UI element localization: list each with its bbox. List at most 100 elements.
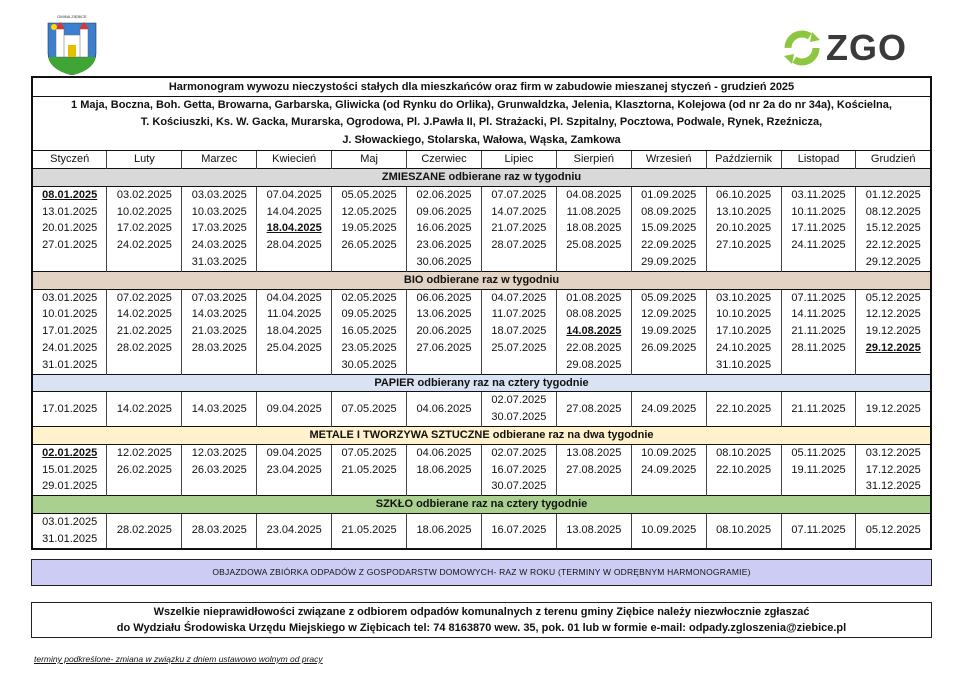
streets: 1 Maja, Boczna, Boh. Getta, Browarna, Ga… (31, 95, 932, 152)
date: 07.05.2025 (341, 446, 397, 459)
date: 19.12.2025 (865, 325, 921, 338)
date: 27.01.2025 (42, 239, 98, 252)
date: 18.07.2025 (491, 325, 547, 338)
date: 12.02.2025 (116, 446, 172, 459)
date: 12.09.2025 (641, 308, 697, 321)
date-cell: 08.01.2025 13.01.2025 20.01.2025 27.01.2025 (31, 186, 108, 272)
date: 03.02.2025 (116, 188, 172, 201)
month-header: Lipiec (480, 150, 557, 169)
date: 14.07.2025 (491, 205, 547, 218)
date: 11.07.2025 (491, 308, 547, 321)
date: 15.01.2025 (42, 463, 98, 476)
row: SZKŁO odbierane raz na cztery tygodnie (31, 495, 932, 515)
row: PAPIER odbierany raz na cztery tygodnie (31, 373, 932, 393)
date-cell: 08.10.2025 (705, 513, 782, 549)
date: 24.03.2025 (191, 239, 247, 252)
date: 24.09.2025 (641, 463, 697, 476)
date-cell: 03.03.2025 10.03.2025 17.03.2025 24.03.2025… (181, 186, 258, 272)
date: 26.03.2025 (191, 463, 247, 476)
date: 29.12.2025 (865, 256, 921, 269)
month-header: Wrzesień (630, 150, 707, 169)
bulky-note: OBJAZDOWA ZBIÓRKA ODPADÓW Z GOSPODARSTW … (31, 559, 932, 586)
date: 17.12.2025 (865, 463, 921, 476)
date-cell: 07.05.2025 21.05.2025 (331, 444, 408, 496)
date: 17.01.2025 (42, 325, 98, 338)
logo-icon (784, 30, 820, 66)
date-cell: 22.10.2025 (705, 391, 782, 427)
month-header: Czerwiec (406, 150, 482, 169)
date: 26.05.2025 (341, 239, 397, 252)
date: 02.01.2025 (42, 446, 98, 459)
date-cell: 03.12.2025 17.12.2025 31.12.2025 (855, 444, 932, 496)
date-cell: 12.03.2025 26.03.2025 (181, 444, 258, 496)
date: 18.06.2025 (416, 524, 472, 537)
date: 30.07.2025 (491, 411, 547, 424)
date: 19.09.2025 (641, 325, 697, 338)
section-title: SZKŁO odbierane raz na cztery tygodnie (31, 495, 932, 515)
date-cell: 03.01.2025 10.01.2025 17.01.2025 24.01.2025… (31, 289, 108, 375)
date-cell: 07.11.2025 (780, 513, 857, 549)
date: 07.04.2025 (266, 188, 322, 201)
date-cell: 21.11.2025 (780, 391, 857, 427)
date: 29.09.2025 (641, 256, 697, 269)
row: ZMIESZANE odbierane raz w tygodniu (31, 168, 932, 187)
shield (47, 22, 97, 76)
date: 29.01.2025 (42, 480, 98, 493)
date: 24.02.2025 (116, 239, 172, 252)
date-cell: 02.05.2025 09.05.2025 16.05.2025 23.05.2025… (331, 289, 408, 375)
date: 13.10.2025 (716, 205, 772, 218)
date-cell: 04.06.2025 (406, 391, 482, 427)
contact-box: Wszelkie nieprawidłowości związane z odb… (31, 602, 932, 638)
date: 04.04.2025 (266, 291, 322, 304)
date: 07.03.2025 (191, 291, 247, 304)
table-title: Harmonogram wywozu nieczystości stałych … (31, 76, 932, 97)
date-cell: 04.04.2025 11.04.2025 18.04.2025 25.04.2025 (256, 289, 333, 375)
date: 02.06.2025 (416, 188, 472, 201)
date: 01.09.2025 (641, 188, 697, 201)
date: 27.06.2025 (416, 342, 472, 355)
date-cell: 09.04.2025 23.04.2025 (256, 444, 333, 496)
date-cell: 03.10.2025 10.10.2025 17.10.2025 24.10.2025… (705, 289, 782, 375)
section-title: PAPIER odbierany raz na cztery tygodnie (31, 373, 932, 393)
date: 04.07.2025 (491, 291, 547, 304)
date: 17.01.2025 (42, 402, 98, 415)
date: 22.10.2025 (716, 402, 772, 415)
date-cell: 03.11.2025 10.11.2025 17.11.2025 24.11.2025 (780, 186, 857, 272)
date: 03.03.2025 (191, 188, 247, 201)
months-row: Styczeń Luty Marzec Kwiecień Maj Czerwiec Lipi… (31, 150, 932, 169)
date: 22.12.2025 (865, 239, 921, 252)
date: 09.06.2025 (416, 205, 472, 218)
date-cell: 21.05.2025 (331, 513, 408, 549)
date: 28.02.2025 (116, 524, 172, 537)
date: 08.01.2025 (42, 188, 98, 201)
date-cell: 05.05.2025 12.05.2025 19.05.2025 26.05.2025 (331, 186, 408, 272)
date: 25.04.2025 (266, 342, 322, 355)
date: 16.07.2025 (491, 463, 547, 476)
date-cell: 05.12.2025 12.12.2025 19.12.2025 29.12.2025 (855, 289, 932, 375)
date: 09.04.2025 (266, 446, 322, 459)
schedule-table: Harmonogram wywozu nieczystości stałych … (31, 76, 932, 550)
date: 21.07.2025 (491, 222, 547, 235)
date: 01.08.2025 (566, 291, 622, 304)
date: 05.05.2025 (341, 188, 397, 201)
date: 09.05.2025 (341, 308, 397, 321)
date: 16.05.2025 (341, 325, 397, 338)
date-cell: 12.02.2025 26.02.2025 (106, 444, 183, 496)
date: 17.03.2025 (191, 222, 247, 235)
date: 03.01.2025 (42, 291, 98, 304)
row: 1 Maja, Boczna, Boh. Getta, Browarna, Ga… (31, 95, 932, 152)
date: 25.07.2025 (491, 342, 547, 355)
section-row: 17.01.2025 14.02.2025 14.03.2025 09.04.2025… (31, 391, 932, 427)
date: 29.08.2025 (566, 358, 622, 371)
date: 31.01.2025 (42, 358, 98, 371)
date-cell: 05.12.2025 (855, 513, 932, 549)
section-title: METALE I TWORZYWA SZTUCZNE odbierane raz… (31, 426, 932, 445)
date: 02.07.2025 (491, 394, 547, 407)
date: 08.08.2025 (566, 308, 622, 321)
date: 28.03.2025 (191, 342, 247, 355)
date: 22.09.2025 (641, 239, 697, 252)
date: 01.12.2025 (865, 188, 921, 201)
coat-label: GMINA ZIĘBICE (57, 14, 87, 19)
date: 14.02.2025 (116, 402, 172, 415)
